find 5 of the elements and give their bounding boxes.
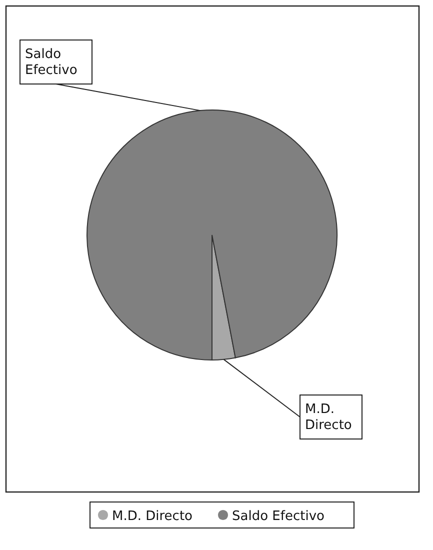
pie-slice bbox=[86, 110, 338, 360]
legend-label: M.D. Directo bbox=[112, 509, 193, 524]
slice-label: M.D. Directo bbox=[305, 402, 352, 433]
legend-label: Saldo Efectivo bbox=[232, 509, 325, 524]
slice-label: Saldo Efectivo bbox=[25, 47, 78, 78]
